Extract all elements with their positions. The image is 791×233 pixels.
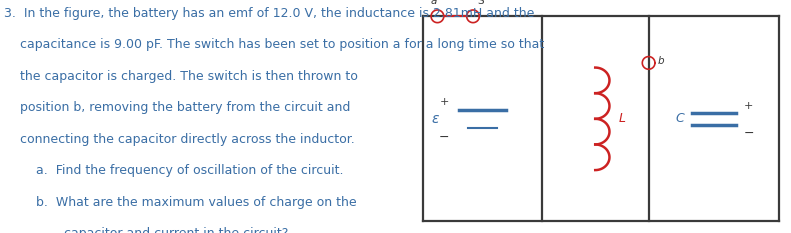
Text: −: − xyxy=(439,130,449,144)
Text: a.  Find the frequency of oscillation of the circuit.: a. Find the frequency of oscillation of … xyxy=(4,164,343,177)
Text: a: a xyxy=(430,0,437,6)
Text: ε: ε xyxy=(431,112,438,126)
Text: S: S xyxy=(477,0,483,6)
Text: connecting the capacitor directly across the inductor.: connecting the capacitor directly across… xyxy=(4,133,354,146)
Text: L: L xyxy=(619,112,626,125)
Text: +: + xyxy=(744,101,753,111)
Text: +: + xyxy=(440,97,449,107)
Text: −: − xyxy=(744,127,755,140)
Text: 3.  In the figure, the battery has an emf of 12.0 V, the inductance is 2.81mH an: 3. In the figure, the battery has an emf… xyxy=(4,7,535,20)
Text: b: b xyxy=(658,56,664,65)
Text: C: C xyxy=(675,112,683,125)
Text: b.  What are the maximum values of charge on the: b. What are the maximum values of charge… xyxy=(4,196,357,209)
Text: capacitor and current in the circuit?: capacitor and current in the circuit? xyxy=(4,227,289,233)
Text: capacitance is 9.00 pF. The switch has been set to position a for a long time so: capacitance is 9.00 pF. The switch has b… xyxy=(4,38,544,51)
Text: position b, removing the battery from the circuit and: position b, removing the battery from th… xyxy=(4,101,350,114)
Text: the capacitor is charged. The switch is then thrown to: the capacitor is charged. The switch is … xyxy=(4,70,358,83)
